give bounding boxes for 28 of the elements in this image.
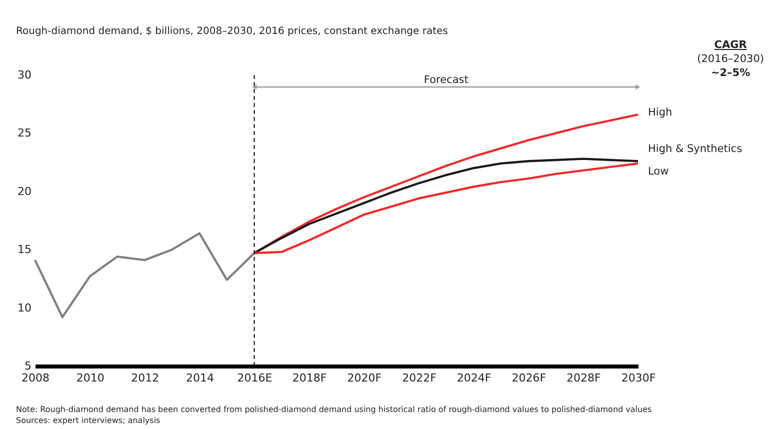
- x-tick-label: 2024F: [456, 372, 492, 384]
- series-label: High & Synthetics: [648, 143, 742, 156]
- text: Note: Rough-diamond demand has been converted from polished-diamond demand using historical ratio of rough-diamond values to polished-diamond values: [16, 404, 652, 415]
- x-tick-label: 2016E: [237, 372, 272, 384]
- x-tick-label: 2018F: [292, 372, 327, 384]
- x-tick-label: 2010: [76, 372, 104, 384]
- text: (2016–2030): [697, 52, 764, 66]
- series-label: Low: [648, 165, 670, 178]
- y-tick-label: 20: [18, 184, 32, 198]
- x-tick-label: 2012: [131, 372, 160, 384]
- text: ~2–5%: [710, 66, 752, 80]
- x-tick-label: 2014: [186, 372, 214, 384]
- y-tick-label: 5: [24, 360, 32, 372]
- y-tick-label: 10: [18, 301, 32, 314]
- y-tick-label: 15: [18, 243, 32, 256]
- x-tick-label: 2026F: [512, 372, 546, 384]
- text: CAGR: [713, 38, 748, 52]
- x-tick-label: 2028F: [566, 372, 601, 384]
- y-tick-label: 30: [18, 68, 32, 82]
- source-note: Sources: expert interviews; analysis: [16, 415, 162, 426]
- x-tick-label: 2020F: [347, 372, 382, 384]
- y-tick-label: 25: [18, 126, 32, 140]
- x-tick-label: 2008: [22, 372, 50, 384]
- x-tick-label: 2022F: [402, 372, 436, 384]
- chart-title: Rough-diamond demand, $ billions, 2008–2030, 2016 prices, constant exchange rates: [16, 26, 448, 37]
- x-tick-label: 2030F: [621, 372, 656, 384]
- annotation: Forecast: [424, 74, 468, 86]
- series-label: High: [648, 106, 672, 119]
